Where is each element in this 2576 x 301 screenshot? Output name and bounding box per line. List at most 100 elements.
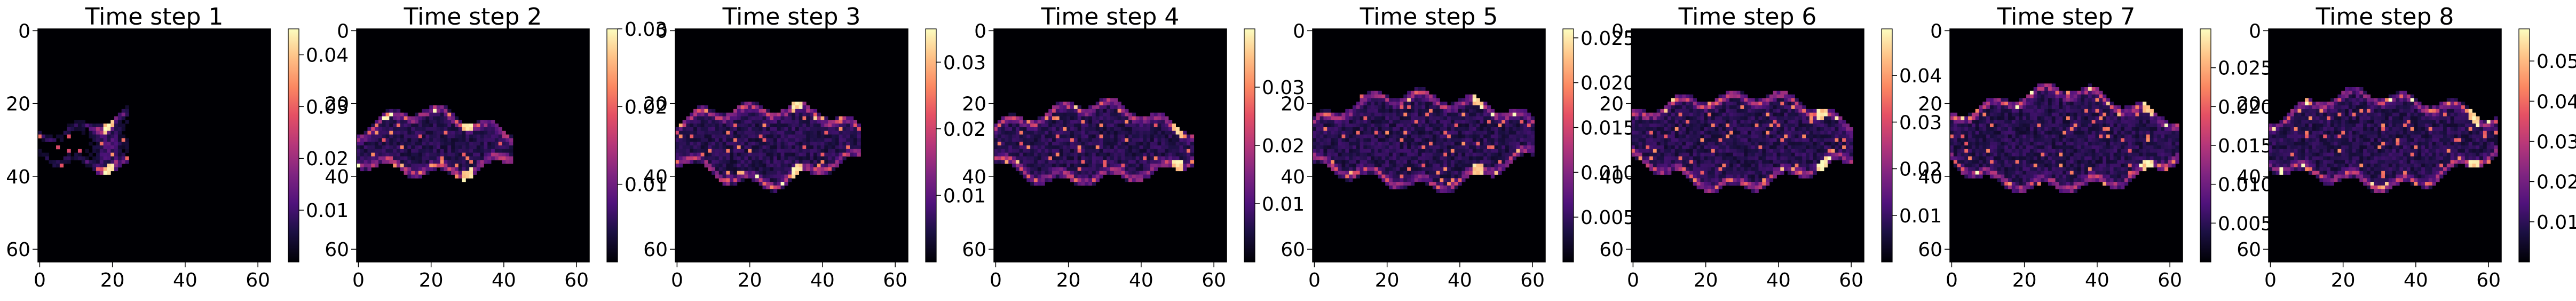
heatmap-cell: [462, 160, 466, 164]
heatmap-cell: [1107, 171, 1111, 175]
heatmap-cell: [1798, 142, 1803, 146]
heatmap-cell: [1363, 167, 1368, 172]
heatmap-cell: [1487, 134, 1491, 138]
heatmap-cell: [722, 130, 726, 135]
heatmap-cell: [114, 167, 118, 172]
heatmap-cell: [494, 138, 499, 142]
heatmap-cell: [842, 145, 847, 150]
heatmap-cell: [762, 145, 767, 150]
heatmap-cell: [1784, 109, 1788, 113]
heatmap-cell: [1780, 98, 1784, 102]
heatmap-cell: [1132, 152, 1136, 157]
heatmap-cell: [817, 142, 821, 146]
heatmap-cell: [795, 145, 800, 150]
heatmap-cell: [1319, 124, 1324, 128]
heatmap-cell: [74, 152, 78, 157]
heatmap-cell: [1128, 124, 1133, 128]
heatmap-cell: [700, 112, 705, 117]
heatmap-cell: [63, 130, 67, 135]
heatmap-cell: [375, 152, 379, 157]
heatmap-cell: [795, 116, 800, 120]
heatmap-cell: [1421, 160, 1426, 164]
heatmap-cell: [824, 116, 828, 120]
heatmap-cell: [117, 130, 122, 135]
heatmap-cell: [1107, 167, 1111, 172]
heatmap-cell: [1356, 160, 1360, 164]
heatmap-cell: [1356, 116, 1360, 120]
heatmap-cell: [1400, 149, 1404, 153]
heatmap-cell: [418, 145, 423, 150]
heatmap-cell: [733, 174, 738, 179]
heatmap-cell: [820, 134, 825, 138]
heatmap-cell: [788, 134, 792, 138]
heatmap-cell: [1085, 178, 1089, 182]
heatmap-cell: [799, 109, 803, 113]
heatmap-cell: [1512, 149, 1516, 153]
heatmap-cell: [1656, 112, 1661, 117]
heatmap-cell: [1718, 112, 1722, 117]
heatmap-cell: [1769, 102, 1774, 106]
heatmap-cell: [1505, 112, 1510, 117]
heatmap-cell: [1183, 160, 1187, 164]
heatmap-cell: [1407, 174, 1411, 179]
heatmap-cell: [1649, 112, 1654, 117]
heatmap-cell: [1323, 116, 1327, 120]
x-tick-label: 60: [564, 269, 589, 291]
heatmap-cell: [1073, 160, 1078, 164]
heatmap-cell: [1642, 138, 1646, 142]
heatmap-cell: [1015, 130, 1020, 135]
heatmap-cell: [1316, 152, 1321, 157]
heatmap-cell: [484, 142, 488, 146]
heatmap-cell: [1740, 105, 1744, 110]
heatmap-cell: [1498, 171, 1502, 175]
heatmap-cell: [853, 127, 858, 132]
heatmap-cell: [824, 120, 828, 124]
heatmap-cell: [1740, 127, 1744, 132]
heatmap-cell: [1019, 152, 1023, 157]
heatmap-cell: [385, 120, 390, 124]
heatmap-cell: [784, 120, 788, 124]
heatmap-cell: [715, 152, 720, 157]
heatmap-cell: [389, 142, 393, 146]
heatmap-cell: [375, 149, 379, 153]
heatmap-cell: [1755, 127, 1759, 132]
heatmap-cell: [802, 116, 807, 120]
heatmap-cell: [1161, 142, 1165, 146]
heatmap-cell: [1073, 149, 1078, 153]
heatmap-cell: [1714, 130, 1719, 135]
heatmap-cell: [1077, 138, 1081, 142]
heatmap-cell: [107, 164, 111, 168]
heatmap-cell: [411, 167, 415, 172]
heatmap-cell: [1019, 171, 1023, 175]
heatmap-cell: [1758, 124, 1763, 128]
heatmap-cell: [1787, 94, 1792, 98]
heatmap-cell: [1150, 120, 1155, 124]
heatmap-cell: [411, 120, 415, 124]
heatmap-cell: [1849, 145, 1853, 150]
heatmap-cell: [773, 124, 778, 128]
heatmap-cell: [1023, 127, 1027, 132]
heatmap-cell: [1820, 152, 1824, 157]
heatmap-cell: [103, 127, 107, 132]
heatmap-cell: [1055, 174, 1060, 179]
heatmap-cell: [1494, 171, 1498, 175]
heatmap-cell: [817, 167, 821, 172]
heatmap-cell: [1139, 164, 1143, 168]
heatmap-cell: [1693, 112, 1697, 117]
heatmap-cell: [770, 127, 774, 132]
heatmap-cell: [1165, 120, 1169, 124]
heatmap-cell: [806, 160, 810, 164]
heatmap-cell: [1128, 152, 1133, 157]
heatmap-cell: [491, 134, 495, 138]
heatmap-cell: [1490, 160, 1495, 164]
heatmap-cell: [1748, 142, 1752, 146]
heatmap-cell: [1809, 138, 1814, 142]
heatmap-cell: [1157, 127, 1161, 132]
heatmap-cell: [1030, 145, 1034, 150]
heatmap-cell: [1820, 142, 1824, 146]
heatmap-cell: [1744, 127, 1748, 132]
heatmap-cell: [1711, 112, 1716, 117]
heatmap-cell: [810, 120, 814, 124]
heatmap-cell: [1450, 145, 1455, 150]
heatmap-cell: [436, 142, 441, 146]
